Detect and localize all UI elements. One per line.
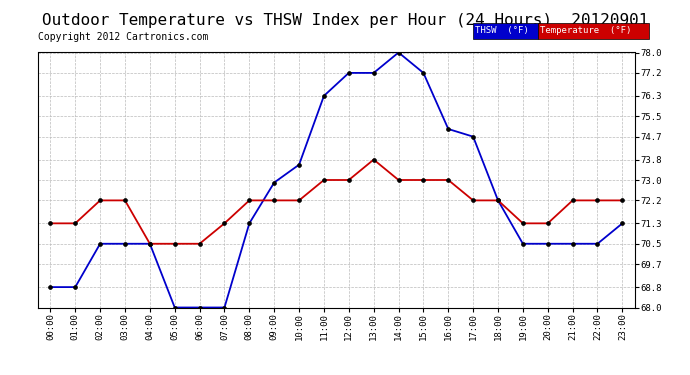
Text: Outdoor Temperature vs THSW Index per Hour (24 Hours)  20120901: Outdoor Temperature vs THSW Index per Ho…: [42, 13, 648, 28]
Text: Temperature  (°F): Temperature (°F): [540, 26, 631, 35]
Text: THSW  (°F): THSW (°F): [475, 26, 529, 35]
Text: Copyright 2012 Cartronics.com: Copyright 2012 Cartronics.com: [38, 32, 208, 42]
